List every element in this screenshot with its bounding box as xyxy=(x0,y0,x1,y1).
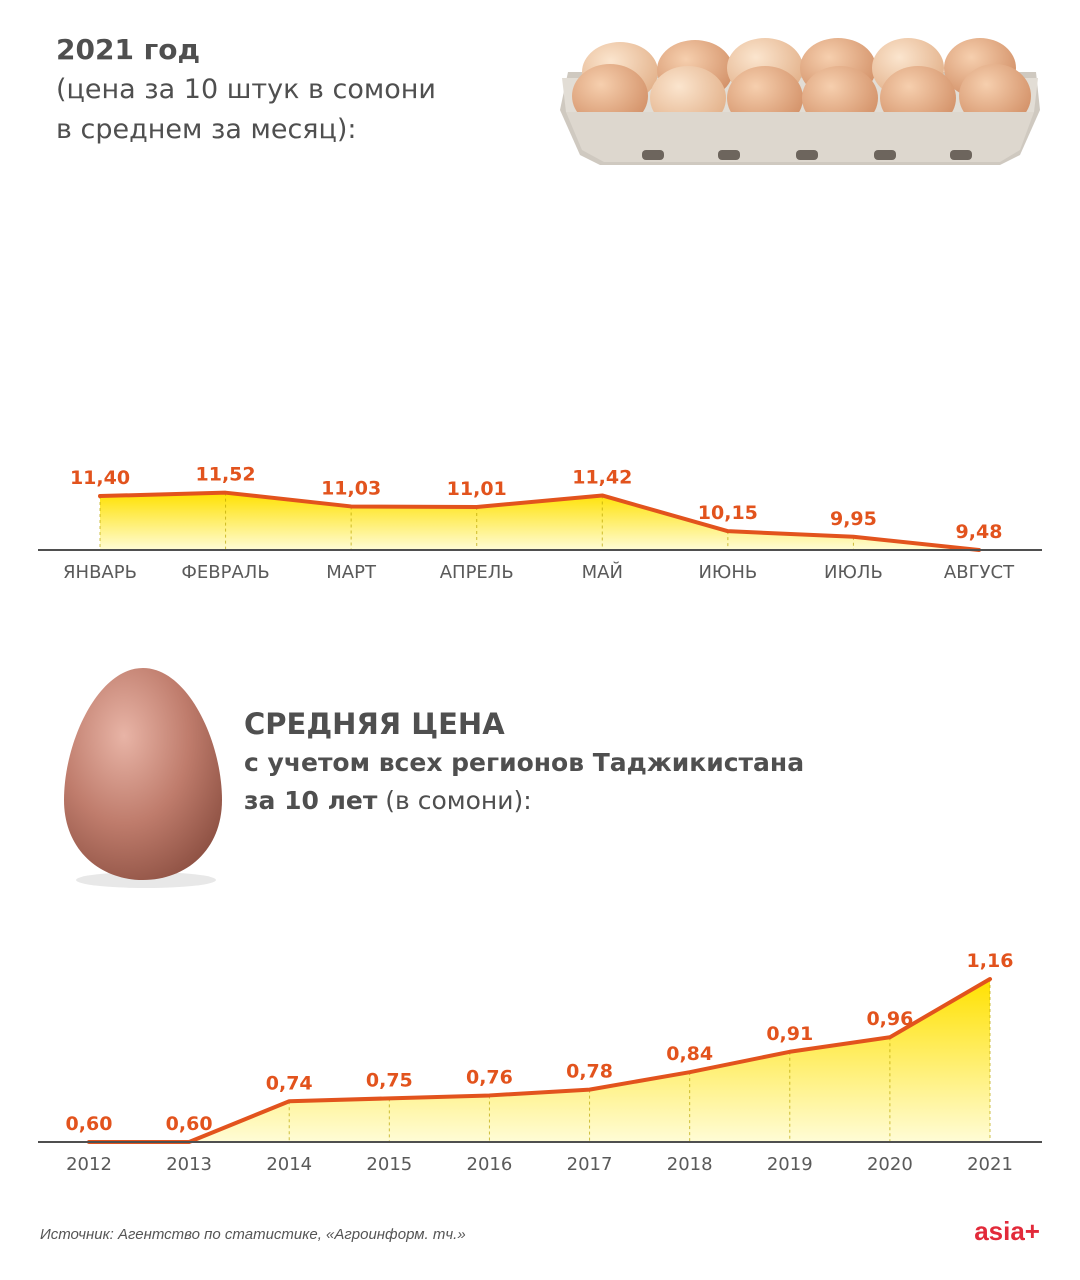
x-tick-label: 2018 xyxy=(667,1154,713,1175)
x-tick-label: 2020 xyxy=(867,1154,913,1175)
x-tick-label: 2016 xyxy=(467,1154,513,1175)
data-label: 0,60 xyxy=(166,1113,213,1135)
chart-yearly-average: 0,60 0,60 0,74 0,75 0,76 0,78 0,84 0,91 0,96 1,16… xyxy=(38,950,1042,1175)
series-line xyxy=(87,977,992,1144)
x-tick-label: ФЕВРАЛЬ xyxy=(181,562,269,583)
data-label: 0,84 xyxy=(666,1043,713,1065)
x-tick-label: 2017 xyxy=(567,1154,613,1175)
series-line xyxy=(98,490,981,552)
data-label: 0,60 xyxy=(66,1113,113,1135)
egg-icon xyxy=(64,668,222,888)
area-fill xyxy=(89,979,990,1142)
data-label: 10,15 xyxy=(698,502,758,524)
data-label: 0,91 xyxy=(766,1023,813,1045)
brand-logo: asia+ xyxy=(974,1216,1040,1246)
x-tick-label: 2014 xyxy=(266,1154,312,1175)
chart1-header: 2021 год (цена за 10 штук в сомони в сре… xyxy=(56,30,436,150)
data-label: 0,75 xyxy=(366,1069,413,1091)
chart1-title: 2021 год xyxy=(56,33,201,66)
data-label: 11,01 xyxy=(447,478,507,500)
x-tick-label: 2015 xyxy=(366,1154,412,1175)
chart1-subtitle-line1: (цена за 10 штук в сомони xyxy=(56,74,436,105)
x-tick-label: МАЙ xyxy=(582,561,623,583)
chart2-subtitle-light: (в сомони): xyxy=(377,786,532,815)
x-tick-label: ИЮЛЬ xyxy=(824,562,883,583)
chart-monthly-2021: 11,40 11,52 11,03 11,01 11,42 10,15 9,95 9,48 ЯН… xyxy=(38,464,1042,583)
chart2-title: СРЕДНЯЯ ЦЕНА xyxy=(244,707,505,741)
data-label: 11,42 xyxy=(572,466,632,488)
x-tick-label: 2021 xyxy=(967,1154,1013,1175)
data-label: 11,40 xyxy=(70,467,130,489)
egg-carton-icon xyxy=(560,38,1040,165)
x-tick-label: ИЮНЬ xyxy=(698,562,757,583)
data-label: 0,76 xyxy=(466,1066,513,1088)
chart2-subtitle-bold: за 10 лет xyxy=(244,786,378,815)
x-tick-label: 2013 xyxy=(166,1154,212,1175)
chart2-subtitle-line2: за 10 лет (в сомони): xyxy=(244,782,804,820)
x-tick-label: АВГУСТ xyxy=(944,562,1015,583)
x-tick-label: 2012 xyxy=(66,1154,112,1175)
x-tick-label: 2019 xyxy=(767,1154,813,1175)
data-label: 11,52 xyxy=(196,464,256,486)
data-label: 9,48 xyxy=(956,521,1003,543)
data-label: 0,78 xyxy=(566,1061,613,1083)
data-label: 1,16 xyxy=(967,950,1014,972)
data-label: 0,96 xyxy=(866,1008,913,1030)
chart1-subtitle-line2: в среднем за месяц): xyxy=(56,114,357,145)
x-tick-label: АПРЕЛЬ xyxy=(440,562,514,583)
x-tick-label: МАРТ xyxy=(326,562,377,583)
source-note: Источник: Агентство по статистике, «Агро… xyxy=(40,1226,466,1243)
data-label: 9,95 xyxy=(830,508,877,530)
data-label: 0,74 xyxy=(266,1072,313,1094)
x-tick-label: ЯНВАРЬ xyxy=(63,562,137,583)
area-fill xyxy=(100,492,979,550)
data-label: 11,03 xyxy=(321,477,381,499)
chart2-subtitle-line1: с учетом всех регионов Таджикистана xyxy=(244,748,805,777)
chart2-header: СРЕДНЯЯ ЦЕНА с учетом всех регионов Тадж… xyxy=(244,704,804,820)
